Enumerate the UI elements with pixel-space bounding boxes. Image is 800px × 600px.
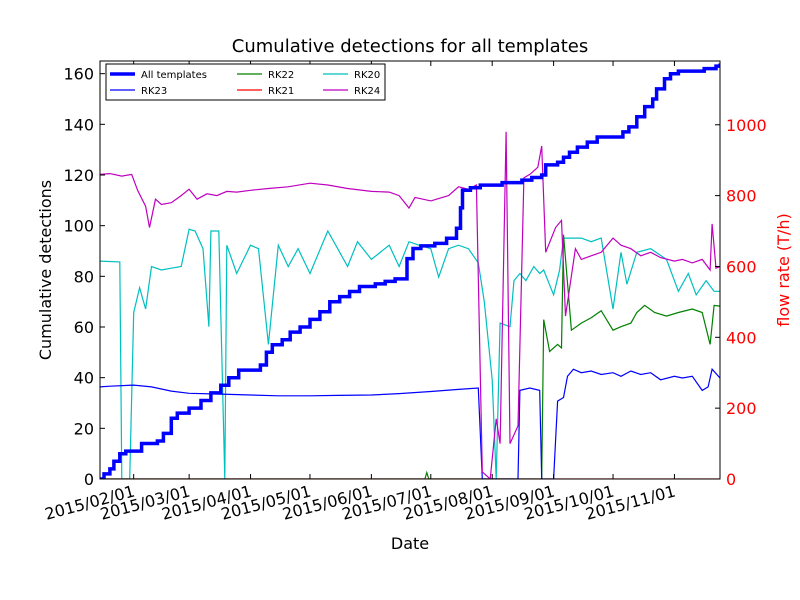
legend: All templates RK23 RK22 RK21 RK20 RK24 bbox=[105, 63, 386, 101]
left-y-tick-label: 80 bbox=[74, 267, 94, 286]
left-y-tick-label: 40 bbox=[74, 369, 94, 388]
left-y-tick-label: 140 bbox=[63, 115, 94, 134]
plot-area bbox=[99, 60, 721, 480]
legend-label: RK21 bbox=[268, 86, 294, 97]
right-y-axis-label: flow rate (T/h) bbox=[774, 213, 793, 326]
right-y-tick-label: 1000 bbox=[726, 116, 767, 135]
series-layer bbox=[100, 63, 720, 479]
legend-label: RK24 bbox=[354, 86, 380, 97]
right-y-tick-label: 400 bbox=[726, 328, 757, 347]
series-line-rk24 bbox=[100, 131, 720, 479]
right-y-tick-label: 600 bbox=[726, 257, 757, 276]
plot-frame bbox=[99, 60, 721, 480]
right-y-tick-label: 0 bbox=[726, 470, 736, 489]
series-line-all-templates bbox=[100, 63, 720, 479]
series-line-rk20 bbox=[100, 228, 720, 479]
left-y-tick-label: 100 bbox=[63, 217, 94, 236]
chart-title: Cumulative detections for all templates bbox=[232, 36, 588, 57]
right-y-tick-label: 800 bbox=[726, 187, 757, 206]
right-y-axis: 0 200 400 600 800 1000 bbox=[715, 116, 767, 489]
left-y-tick-label: 120 bbox=[63, 166, 94, 185]
x-axis-label: Date bbox=[391, 534, 429, 553]
y-axis-label: Cumulative detections bbox=[36, 180, 55, 360]
legend-label: RK22 bbox=[268, 70, 294, 81]
series-line-rk22 bbox=[100, 234, 720, 479]
right-y-tick-label: 200 bbox=[726, 399, 757, 418]
series-line-rk23 bbox=[100, 367, 720, 479]
left-y-tick-label: 60 bbox=[74, 318, 94, 337]
left-y-tick-label: 160 bbox=[63, 65, 94, 84]
left-y-axis: 0 20 40 60 80 100 120 140 160 bbox=[63, 65, 105, 489]
legend-label: All templates bbox=[141, 70, 207, 81]
left-y-tick-label: 20 bbox=[74, 419, 94, 438]
legend-box bbox=[105, 63, 386, 101]
left-y-tick-label: 0 bbox=[84, 470, 94, 489]
legend-label: RK20 bbox=[354, 70, 380, 81]
legend-label: RK23 bbox=[141, 86, 167, 97]
